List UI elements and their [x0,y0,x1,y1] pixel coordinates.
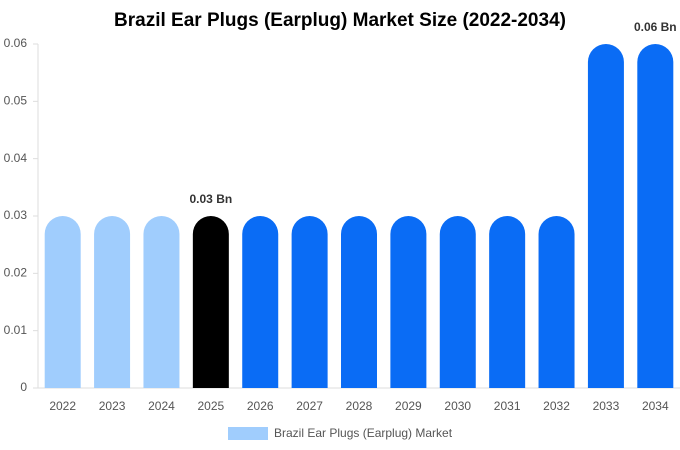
bar [242,216,279,388]
x-tick-label: 2031 [494,399,521,413]
legend-label: Brazil Ear Plugs (Earplug) Market [274,426,453,440]
y-tick-label: 0.02 [4,266,28,280]
bar [291,216,328,388]
value-label: 0.06 Bn [634,20,677,34]
bar [538,216,575,388]
chart-title: Brazil Ear Plugs (Earplug) Market Size (… [114,10,566,31]
x-tick-label: 2022 [49,399,76,413]
bar [341,216,377,388]
bar [390,216,427,388]
y-tick-label: 0.04 [4,151,28,165]
bar [44,216,81,388]
x-tick-label: 2032 [543,399,570,413]
y-tick-label: 0 [20,380,27,394]
x-tick-label: 2026 [247,399,274,413]
x-tick-label: 2033 [593,399,620,413]
x-tick-label: 2029 [395,399,422,413]
y-tick-label: 0.03 [4,208,28,222]
x-tick-label: 2023 [99,399,126,413]
x-tick-label: 2025 [197,399,224,413]
x-tick-label: 2027 [296,399,323,413]
bar [587,44,624,388]
y-tick-label: 0.01 [4,323,28,337]
bar [439,216,476,388]
x-tick-label: 2034 [642,399,669,413]
x-tick-label: 2030 [444,399,471,413]
bar [94,216,131,388]
bar [143,216,180,388]
x-tick-label: 2028 [346,399,373,413]
value-label: 0.03 Bn [190,192,233,206]
bar [192,216,229,388]
x-tick-label: 2024 [148,399,175,413]
y-tick-label: 0.06 [4,36,28,50]
legend-swatch [228,427,268,440]
bar [489,215,526,388]
y-tick-label: 0.05 [4,94,28,108]
bar [637,44,674,388]
